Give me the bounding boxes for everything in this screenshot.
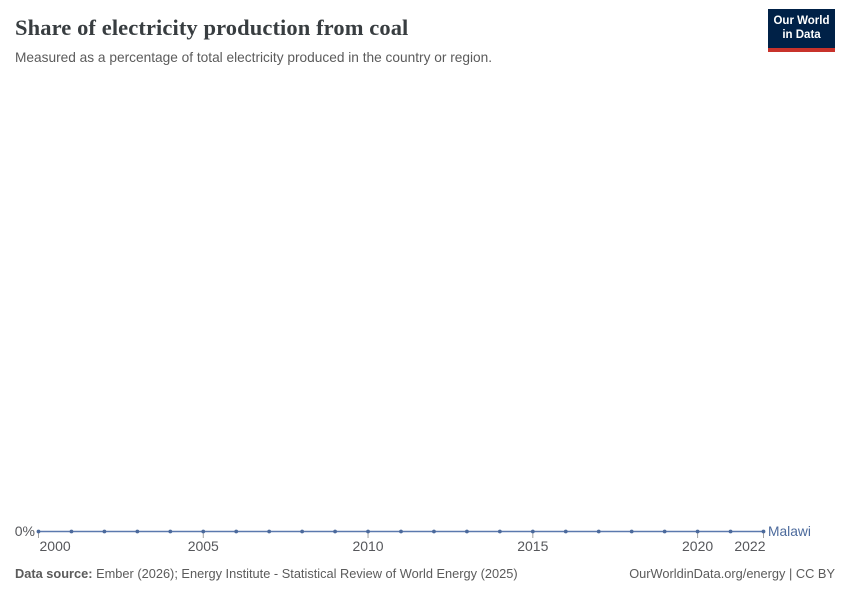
x-tick-label: 2005	[188, 538, 219, 554]
data-point	[36, 529, 41, 534]
data-point	[234, 529, 239, 534]
data-point	[366, 529, 370, 534]
x-tick-label: 2000	[40, 538, 71, 554]
data-point	[300, 529, 305, 534]
owid-logo: Our World in Data	[768, 9, 835, 52]
chart-header: Share of electricity production from coa…	[15, 14, 835, 66]
x-tick-label: 2020	[682, 538, 713, 554]
data-source: Data source: Ember (2026); Energy Instit…	[15, 566, 518, 583]
data-point	[563, 529, 568, 534]
y-axis-label: 0%	[15, 523, 35, 539]
chart-title: Share of electricity production from coa…	[15, 15, 409, 40]
data-source-text: Ember (2026); Energy Institute - Statist…	[92, 566, 518, 581]
data-point	[662, 529, 667, 534]
data-source-label: Data source:	[15, 566, 93, 581]
data-point	[695, 529, 700, 534]
owid-cc-link[interactable]: OurWorldinData.org/energy | CC BY	[629, 566, 835, 581]
data-point	[761, 529, 766, 534]
logo-text-line1: Our World	[773, 14, 830, 27]
x-tick-label: 2022	[734, 538, 765, 554]
chart-footer: Data source: Ember (2026); Energy Instit…	[15, 566, 835, 583]
data-point	[168, 529, 173, 534]
data-point	[629, 529, 634, 534]
data-point	[135, 529, 140, 534]
data-point	[596, 529, 601, 534]
data-point	[333, 529, 337, 534]
data-point	[530, 529, 535, 534]
data-point	[497, 529, 502, 534]
data-point	[201, 529, 206, 534]
x-tick-label: 2015	[517, 538, 548, 554]
data-point	[728, 529, 733, 534]
data-point	[432, 529, 436, 534]
data-point	[399, 529, 403, 534]
x-tick-label: 2010	[352, 538, 383, 554]
chart-subtitle: Measured as a percentage of total electr…	[15, 50, 493, 65]
logo-text-line2: in Data	[782, 28, 821, 41]
data-point	[69, 529, 74, 534]
data-point	[465, 529, 469, 534]
data-point	[267, 529, 272, 534]
data-point	[102, 529, 107, 534]
entity-label: Malawi	[768, 524, 811, 539]
